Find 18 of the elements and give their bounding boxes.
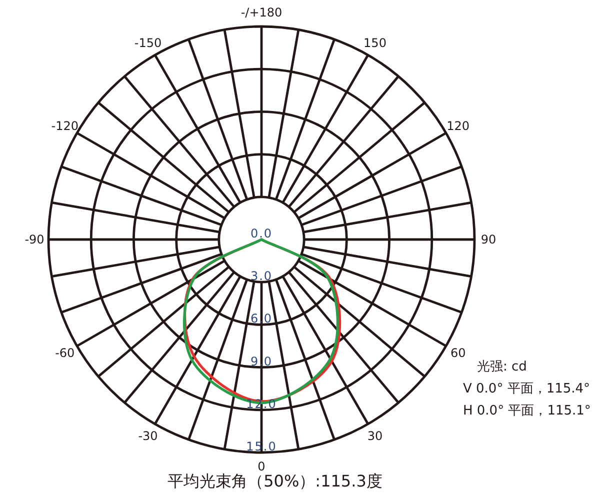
annotation: 平均光束角（50%）:115.3度 bbox=[168, 472, 382, 490]
category-label: 0 bbox=[258, 460, 266, 474]
tick-label: 0.0 bbox=[250, 226, 273, 240]
category-label: -120 bbox=[51, 119, 79, 133]
category-label: -60 bbox=[55, 346, 75, 360]
category-label: -90 bbox=[24, 232, 44, 246]
category-label: 60 bbox=[450, 346, 466, 360]
annotation: 光强: cd bbox=[477, 360, 527, 374]
annotation: H 0.0° 平面，115.1° bbox=[463, 404, 591, 418]
category-label: -/+180 bbox=[240, 6, 282, 20]
annotation: V 0.0° 平面，115.4° bbox=[463, 382, 590, 396]
category-label: -150 bbox=[134, 36, 162, 50]
category-label: 120 bbox=[446, 119, 470, 133]
category-label: 30 bbox=[367, 429, 383, 444]
category-label: 150 bbox=[364, 36, 386, 50]
category-label: -30 bbox=[138, 429, 158, 444]
category-label: 90 bbox=[480, 232, 496, 246]
tick-label: 3.0 bbox=[250, 269, 273, 284]
